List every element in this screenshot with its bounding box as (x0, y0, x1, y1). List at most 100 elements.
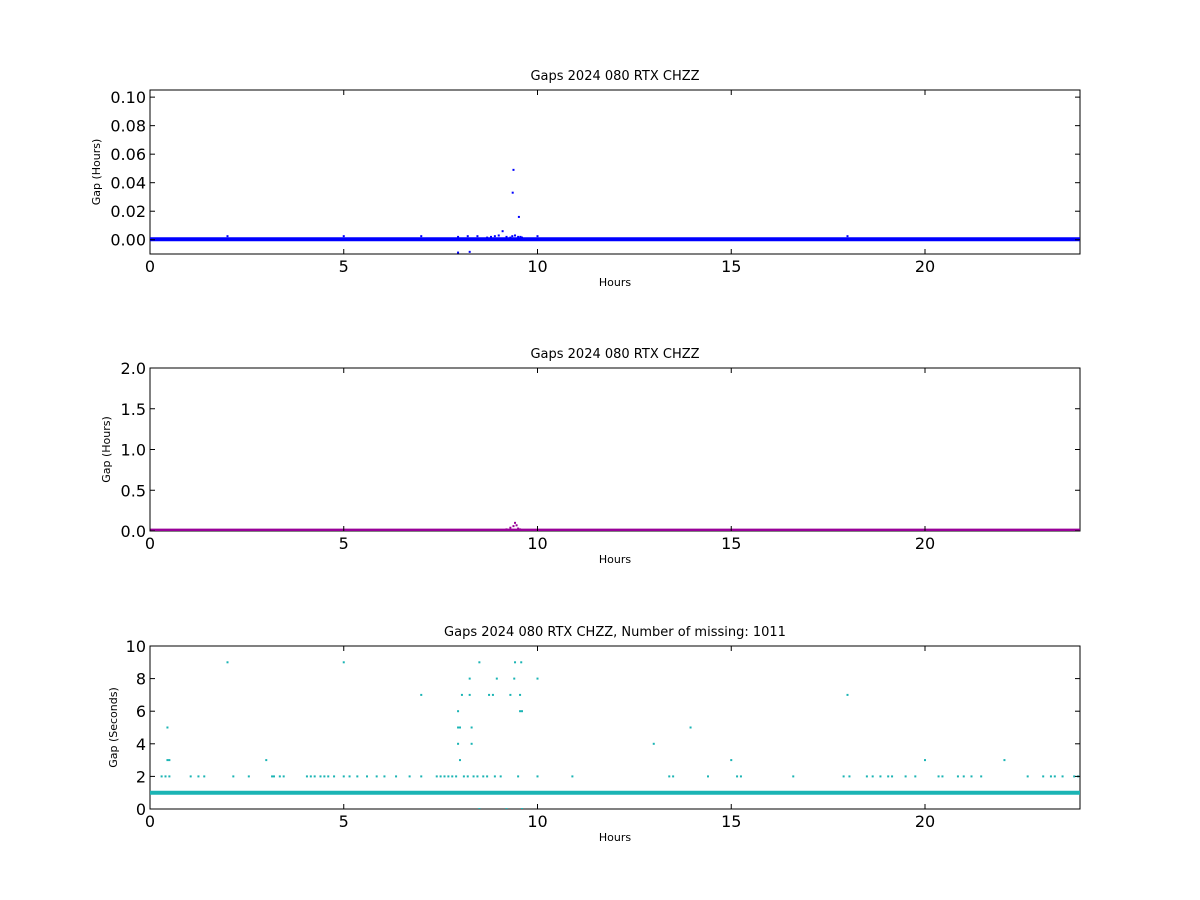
data-point-68 (517, 775, 520, 778)
data-point-5 (517, 527, 520, 530)
data-point-101 (970, 775, 973, 778)
y-tick-label: 0.08 (110, 117, 146, 136)
data-point-77 (652, 742, 655, 745)
data-point-12 (265, 759, 268, 762)
data-point-58 (486, 775, 489, 778)
data-point-50 (468, 677, 471, 680)
data-point-86 (842, 775, 845, 778)
data-point-32 (408, 775, 411, 778)
data-point-88 (848, 775, 851, 778)
data-point-0 (505, 528, 508, 531)
data-point-81 (707, 775, 709, 778)
data-point-9 (226, 661, 229, 664)
y-tick-label: 0.5 (121, 481, 146, 500)
data-point-17 (305, 775, 308, 778)
data-point-51 (470, 726, 473, 729)
data-point-37 (443, 775, 446, 778)
data-point-94 (904, 775, 907, 778)
x-tick-label: 0 (145, 812, 155, 831)
data-point-24 (342, 661, 345, 664)
data-point-71 (520, 661, 523, 664)
data-point-10 (501, 230, 504, 233)
data-point-98 (941, 775, 944, 778)
data-point-96 (924, 759, 926, 762)
y-tick-label: 2 (136, 767, 146, 786)
data-point-22 (457, 251, 460, 254)
x-tick-label: 0 (145, 257, 155, 276)
data-point-46 (460, 693, 463, 696)
data-point-92 (887, 775, 890, 778)
data-point-6 (486, 236, 489, 239)
data-layer (150, 168, 1080, 254)
x-tick-label: 15 (721, 812, 741, 831)
data-point-74 (536, 677, 539, 680)
data-point-20 (536, 235, 539, 238)
data-point-20 (319, 775, 322, 778)
data-point-97 (937, 775, 940, 778)
data-point-70 (519, 710, 522, 713)
data-point-59 (488, 693, 491, 696)
x-axis-label: Hours (599, 276, 631, 289)
data-point-35 (435, 775, 438, 778)
data-point-18 (309, 775, 312, 778)
chart-1: 0 5 10 15 20 0.00 0.02 0.04 0.06 0.08 0.10 Gaps 202… (90, 69, 1081, 289)
x-tick-label: 5 (339, 812, 349, 831)
y-tick-label: 1.0 (121, 441, 146, 460)
data-point-17 (517, 215, 520, 218)
data-point-76 (571, 775, 574, 778)
data-point-14 (273, 775, 275, 778)
y-tick-label: 1.5 (121, 400, 146, 419)
data-point-104 (1026, 775, 1029, 778)
data-point-42 (457, 726, 460, 729)
data-point-52 (470, 742, 473, 745)
y-tick-label: 2.0 (121, 359, 146, 378)
data-point-89 (865, 775, 868, 778)
data-point-15 (514, 234, 517, 237)
x-axis-label: Hours (599, 831, 631, 844)
x-tick-label: 5 (339, 257, 349, 276)
data-point-69 (519, 693, 522, 696)
data-point-95 (914, 775, 917, 778)
data-point-6 (189, 775, 192, 778)
data-point-80 (689, 726, 692, 729)
data-point-73 (521, 808, 523, 809)
data-point-31 (395, 775, 398, 778)
data-point-3 (166, 726, 169, 729)
data-point-99 (956, 775, 959, 778)
data-point-87 (846, 693, 849, 696)
data-point-3 (514, 521, 517, 524)
data-point-2 (512, 525, 515, 528)
data-point-84 (739, 775, 742, 778)
data-point-105 (1042, 775, 1045, 778)
data-point-23 (468, 250, 471, 253)
y-tick-label: 6 (136, 702, 146, 721)
chart-title: Gaps 2024 080 RTX CHZZ, Number of missin… (444, 625, 786, 640)
data-point-100 (962, 775, 965, 778)
x-tick-label: 10 (527, 534, 547, 553)
data-point-16 (517, 235, 520, 238)
data-point-66 (513, 677, 516, 680)
data-point-64 (505, 808, 508, 809)
data-point-1 (164, 775, 167, 778)
data-point-9 (497, 234, 500, 237)
data-point-16 (282, 775, 285, 778)
chart-title: Gaps 2024 080 RTX CHZZ (530, 347, 699, 362)
x-tick-label: 15 (721, 534, 741, 553)
data-point-44 (459, 759, 461, 762)
plot-frame (149, 89, 1081, 255)
data-point-56 (478, 808, 481, 809)
data-point-11 (247, 775, 250, 778)
data-point-55 (478, 661, 481, 664)
x-tick-label: 20 (915, 534, 935, 553)
data-point-49 (468, 693, 471, 696)
y-tick-label: 4 (136, 735, 146, 754)
data-point-36 (439, 775, 442, 778)
data-point-6 (519, 528, 522, 531)
y-tick-label: 0 (136, 800, 146, 819)
data-point-29 (375, 775, 378, 778)
data-point-43 (457, 710, 460, 713)
data-point-27 (356, 775, 359, 778)
data-point-109 (1073, 775, 1076, 778)
data-point-0 (160, 775, 163, 778)
